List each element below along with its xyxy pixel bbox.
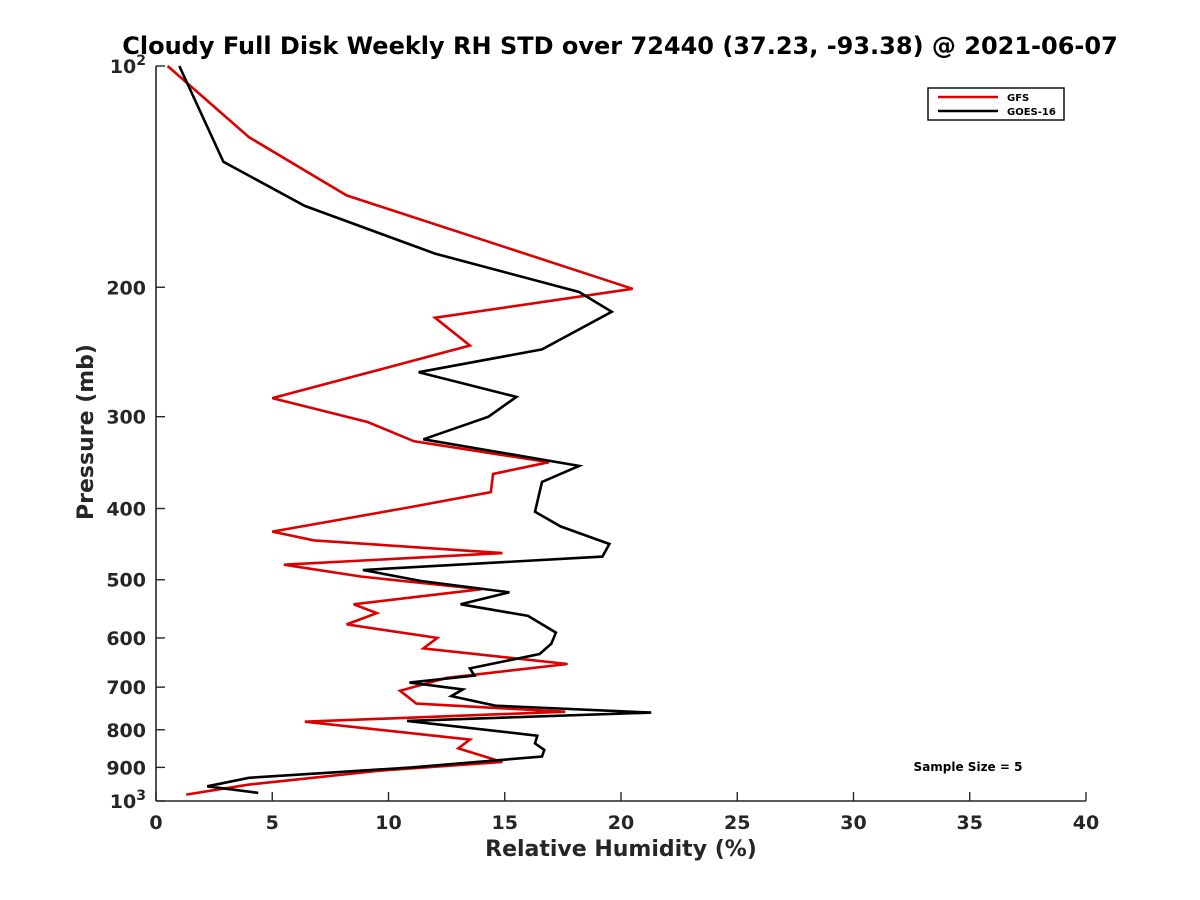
series-line-gfs [166, 65, 634, 796]
y-tick-label: 700 [106, 677, 146, 699]
y-tick-label: 600 [106, 628, 146, 650]
x-tick-label: 20 [608, 812, 634, 834]
x-tick-label: 25 [724, 812, 750, 834]
series-line-goes-16 [178, 65, 652, 795]
y-tick-label: 500 [106, 570, 146, 592]
y-tick-label: 103 [110, 788, 146, 813]
x-tick-label: 30 [840, 812, 866, 834]
y-tick-label: 102 [110, 53, 146, 78]
sample-size-annotation: Sample Size = 5 [914, 760, 1023, 774]
legend: GFS GOES-16 [927, 87, 1065, 121]
x-tick-label: 10 [375, 812, 401, 834]
legend-label-gfs: GFS [1007, 93, 1029, 104]
axes: 0 5 10 15 20 25 30 35 40 102 200 300 400 500 600 700 800… [106, 53, 1099, 834]
y-tick-label: 200 [106, 277, 146, 299]
plot-area [166, 65, 652, 796]
x-tick-label: 35 [957, 812, 983, 834]
x-tick-label: 5 [266, 812, 279, 834]
x-tick-label: 15 [492, 812, 518, 834]
x-tick-label: 40 [1073, 812, 1099, 834]
y-tick-label: 300 [106, 407, 146, 429]
legend-box [927, 87, 1065, 121]
chart-title: Cloudy Full Disk Weekly RH STD over 7244… [122, 32, 1118, 60]
y-tick-label: 400 [106, 499, 146, 521]
y-axis-label: Pressure (mb) [74, 344, 99, 520]
x-tick-label: 0 [149, 812, 162, 834]
y-tick-label: 800 [106, 720, 146, 742]
y-tick-label: 900 [106, 757, 146, 779]
x-axis-label: Relative Humidity (%) [485, 837, 757, 862]
legend-label-goes-16: GOES-16 [1007, 107, 1056, 118]
